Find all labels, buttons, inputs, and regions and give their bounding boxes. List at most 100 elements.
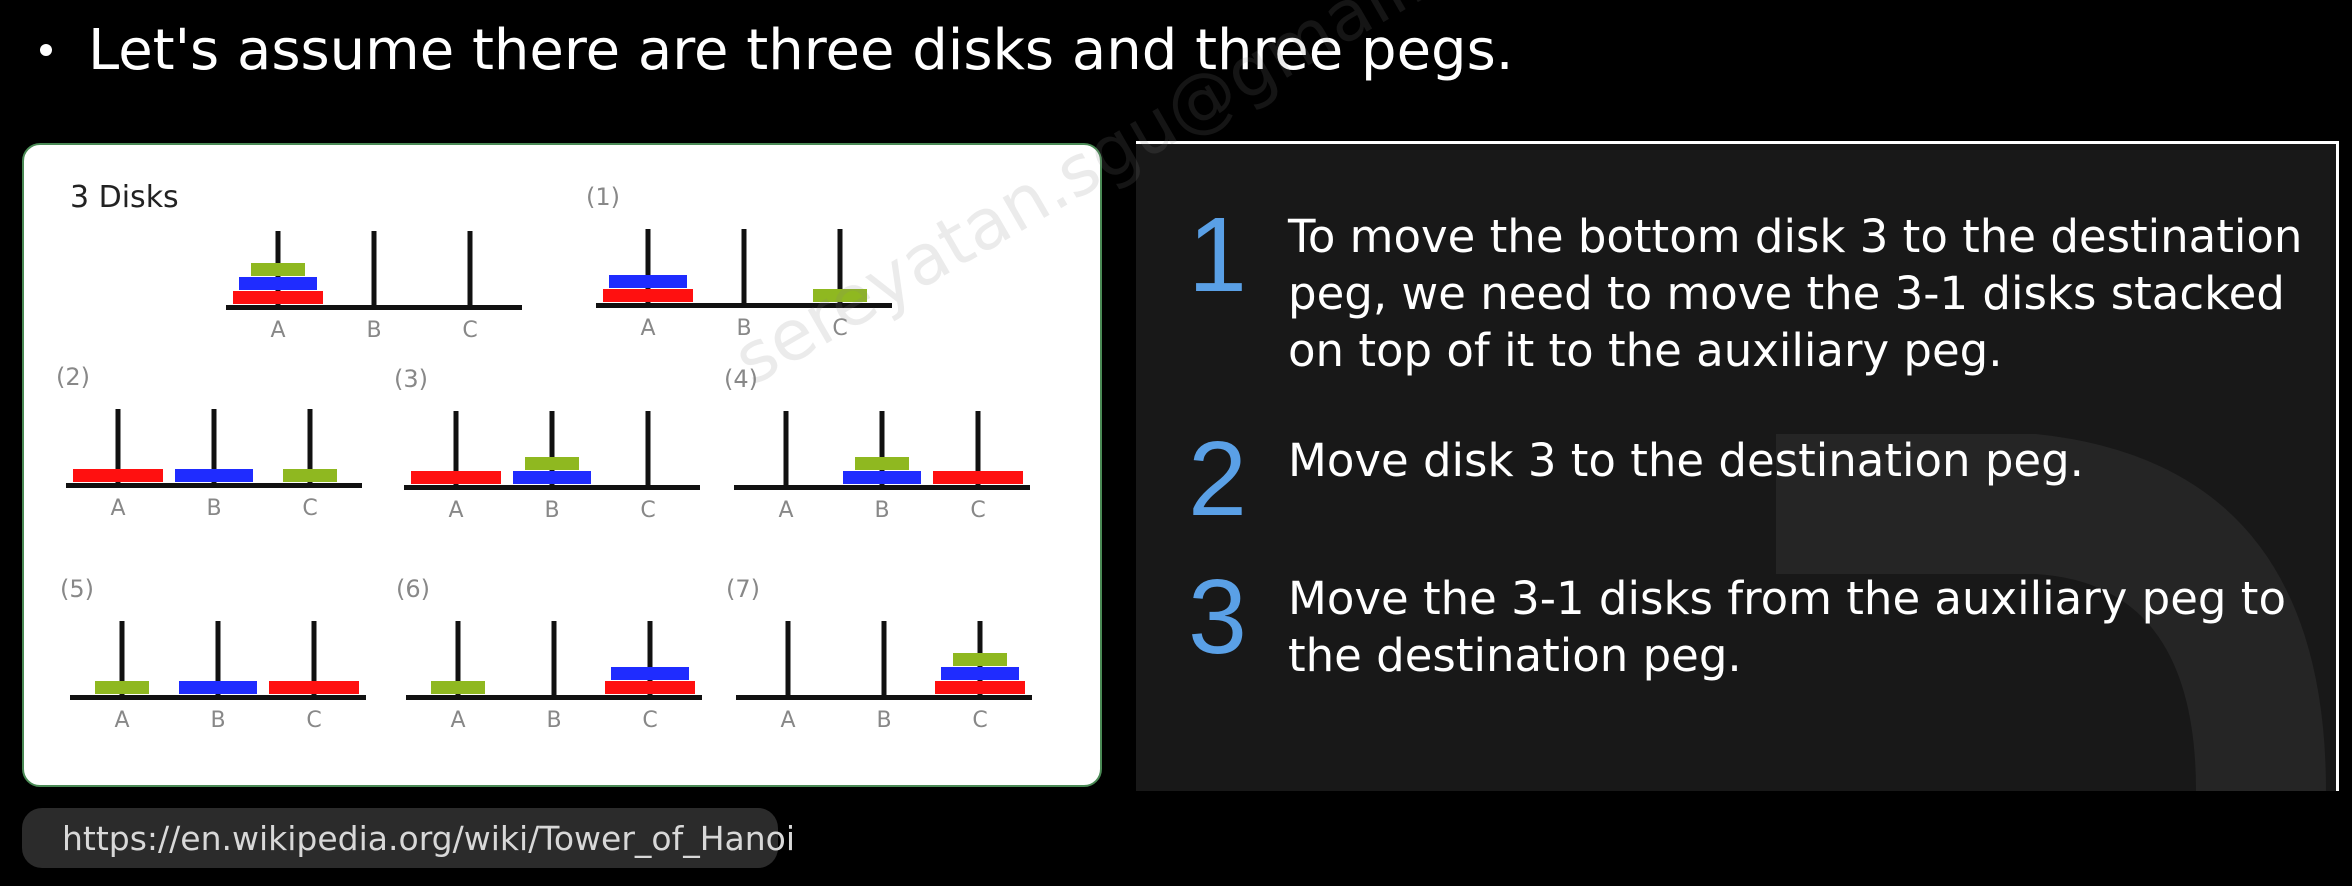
hanoi-peg bbox=[119, 621, 125, 695]
hanoi-peg bbox=[741, 229, 747, 303]
hanoi-base bbox=[734, 485, 1030, 490]
state-label: (2) bbox=[56, 363, 90, 391]
hanoi-peg bbox=[467, 231, 473, 305]
hanoi-disk bbox=[513, 471, 591, 484]
state-label: (1) bbox=[586, 183, 620, 211]
hanoi-disk bbox=[239, 277, 317, 290]
hanoi-peg bbox=[783, 411, 789, 485]
hanoi-base bbox=[736, 695, 1032, 700]
peg-label: A bbox=[640, 316, 655, 341]
hanoi-disk bbox=[855, 457, 909, 470]
peg-label: C bbox=[306, 708, 321, 733]
hanoi-peg bbox=[785, 621, 791, 695]
hanoi-disk bbox=[233, 291, 323, 304]
hanoi-peg bbox=[549, 411, 555, 485]
hanoi-disk bbox=[73, 469, 163, 482]
peg-label: A bbox=[270, 318, 285, 343]
peg-label: B bbox=[546, 708, 561, 733]
peg-label: C bbox=[642, 708, 657, 733]
hanoi-peg bbox=[453, 411, 459, 485]
bullet-text: Let's assume there are three disks and t… bbox=[88, 17, 1514, 83]
hanoi-disk bbox=[609, 275, 687, 288]
peg-label: B bbox=[544, 498, 559, 523]
peg-label: B bbox=[876, 708, 891, 733]
diagram-title: 3 Disks bbox=[70, 180, 179, 215]
hanoi-peg bbox=[307, 409, 313, 483]
hanoi-disk bbox=[525, 457, 579, 470]
peg-label: C bbox=[970, 498, 985, 523]
steps-panel: 1 To move the bottom disk 3 to the desti… bbox=[1136, 141, 2339, 791]
hanoi-disk bbox=[179, 681, 257, 694]
step-number: 1 bbox=[1188, 196, 1247, 314]
peg-label: B bbox=[206, 496, 221, 521]
hanoi-disk bbox=[431, 681, 485, 694]
hanoi-peg bbox=[551, 621, 557, 695]
peg-label: B bbox=[736, 316, 751, 341]
peg-label: A bbox=[450, 708, 465, 733]
hanoi-peg bbox=[215, 621, 221, 695]
hanoi-disk bbox=[941, 667, 1019, 680]
peg-label: A bbox=[448, 498, 463, 523]
hanoi-disk bbox=[603, 289, 693, 302]
peg-label: A bbox=[778, 498, 793, 523]
peg-label: C bbox=[972, 708, 987, 733]
hanoi-peg bbox=[975, 411, 981, 485]
hanoi-peg bbox=[879, 411, 885, 485]
source-url-link[interactable]: https://en.wikipedia.org/wiki/Tower_of_H… bbox=[22, 808, 795, 868]
hanoi-disk bbox=[933, 471, 1023, 484]
hanoi-peg bbox=[371, 231, 377, 305]
step-text: To move the bottom disk 3 to the destina… bbox=[1288, 210, 2303, 377]
hanoi-diagram-panel: 3 Disks A B C A B C (1) A B C (2) A B C (3) A B C (4) A B C (5… bbox=[22, 143, 1102, 787]
hanoi-disk bbox=[175, 469, 253, 482]
state-label: (5) bbox=[60, 575, 94, 603]
hanoi-disk bbox=[411, 471, 501, 484]
peg-label: C bbox=[302, 496, 317, 521]
hanoi-base bbox=[406, 695, 702, 700]
hanoi-peg bbox=[115, 409, 121, 483]
step-number: 2 bbox=[1188, 420, 1247, 538]
step-2: 2 Move disk 3 to the destination peg. bbox=[1188, 426, 2318, 532]
hanoi-disk bbox=[269, 681, 359, 694]
hanoi-base bbox=[226, 305, 522, 310]
step-1: 1 To move the bottom disk 3 to the desti… bbox=[1188, 202, 2318, 379]
hanoi-disk bbox=[95, 681, 149, 694]
peg-label: B bbox=[210, 708, 225, 733]
hanoi-base bbox=[404, 485, 700, 490]
hanoi-disk bbox=[611, 667, 689, 680]
hanoi-peg bbox=[455, 621, 461, 695]
bullet-line: Let's assume there are three disks and t… bbox=[40, 10, 1514, 90]
hanoi-base bbox=[70, 695, 366, 700]
hanoi-peg bbox=[645, 411, 651, 485]
state-label: (4) bbox=[724, 365, 758, 393]
state-label: (7) bbox=[726, 575, 760, 603]
hanoi-base bbox=[66, 483, 362, 488]
hanoi-disk bbox=[813, 289, 867, 302]
state-label: (3) bbox=[394, 365, 428, 393]
step-text: Move the 3-1 disks from the auxiliary pe… bbox=[1288, 572, 2286, 682]
background-curve-icon bbox=[1776, 434, 2326, 791]
hanoi-disk bbox=[283, 469, 337, 482]
hanoi-peg bbox=[645, 229, 651, 303]
hanoi-disk bbox=[251, 263, 305, 276]
peg-label: A bbox=[110, 496, 125, 521]
step-text: Move disk 3 to the destination peg. bbox=[1288, 434, 2084, 487]
hanoi-peg bbox=[837, 229, 843, 303]
peg-label: B bbox=[366, 318, 381, 343]
hanoi-peg bbox=[881, 621, 887, 695]
state-label: (6) bbox=[396, 575, 430, 603]
peg-label: A bbox=[114, 708, 129, 733]
bullet-dot-icon bbox=[40, 44, 52, 56]
hanoi-peg bbox=[311, 621, 317, 695]
hanoi-disk bbox=[953, 653, 1007, 666]
peg-label: C bbox=[832, 316, 847, 341]
hanoi-peg bbox=[647, 621, 653, 695]
peg-label: C bbox=[640, 498, 655, 523]
hanoi-peg bbox=[211, 409, 217, 483]
hanoi-disk bbox=[843, 471, 921, 484]
hanoi-base bbox=[596, 303, 892, 308]
hanoi-disk bbox=[605, 681, 695, 694]
peg-label: C bbox=[462, 318, 477, 343]
step-number: 3 bbox=[1188, 558, 1247, 676]
hanoi-disk bbox=[935, 681, 1025, 694]
step-3: 3 Move the 3-1 disks from the auxiliary … bbox=[1188, 564, 2318, 684]
